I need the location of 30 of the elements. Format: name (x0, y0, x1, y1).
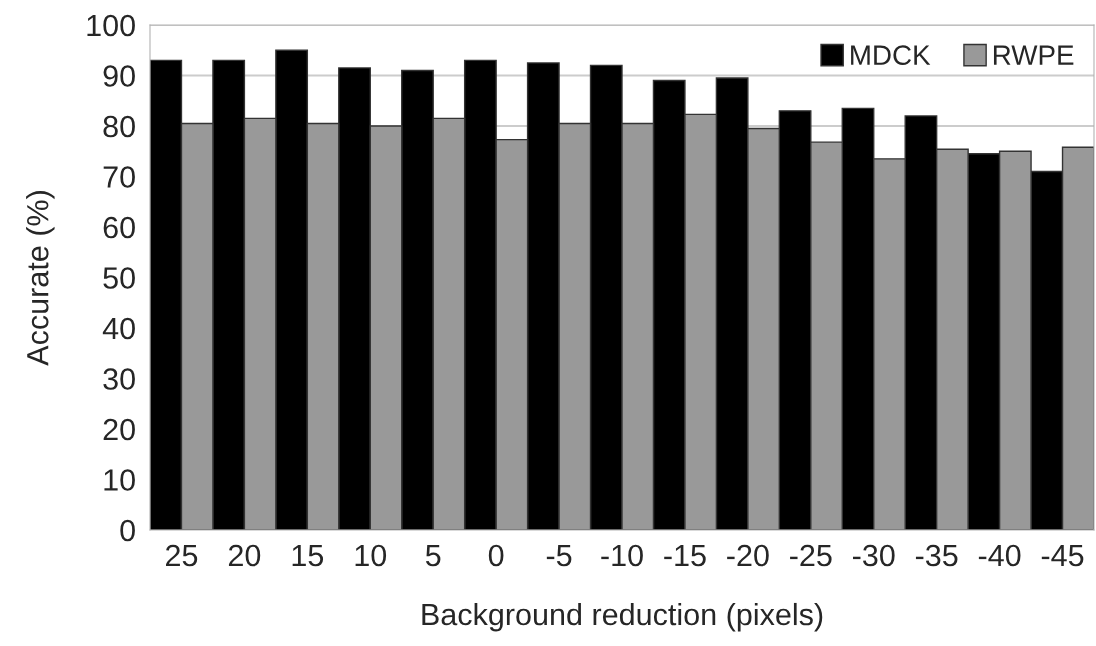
y-tick-label: 90 (103, 65, 135, 87)
y-tick-label: 40 (102, 317, 135, 340)
x-tick-label: -10 (601, 544, 643, 567)
x-tick-label: 20 (228, 544, 261, 567)
x-axis-title: Background reduction (pixels) (422, 602, 823, 632)
x-tick-label: -5 (546, 545, 572, 567)
x-tick-label: -40 (978, 544, 1021, 567)
x-tick-label: -35 (915, 544, 958, 567)
x-tick-label: -30 (853, 544, 895, 567)
y-axis-title: Accurate (%) (26, 191, 55, 366)
x-tick-label: 15 (292, 545, 324, 567)
y-tick-label: 20 (103, 418, 135, 441)
x-tick-label: -20 (727, 544, 769, 567)
x-tick-label: -45 (1041, 545, 1084, 567)
x-tick-label: -25 (790, 544, 832, 567)
legend-label: MDCK (851, 45, 931, 65)
y-tick-label: 0 (120, 519, 135, 542)
y-tick-label: 30 (103, 368, 135, 390)
x-tick-label: 25 (166, 544, 198, 567)
x-tick-label: 10 (355, 544, 387, 567)
y-tick-label: 100 (87, 14, 135, 37)
y-tick-label: 50 (103, 267, 135, 289)
legend-label: RWPE (993, 45, 1074, 65)
x-tick-label: 0 (488, 544, 504, 567)
y-tick-label: 80 (103, 115, 135, 138)
x-tick-label: 5 (425, 545, 441, 567)
y-tick-label: 10 (104, 469, 135, 491)
y-tick-label: 60 (103, 216, 135, 239)
x-tick-label: -15 (664, 545, 706, 567)
y-tick-label: 70 (103, 166, 135, 188)
